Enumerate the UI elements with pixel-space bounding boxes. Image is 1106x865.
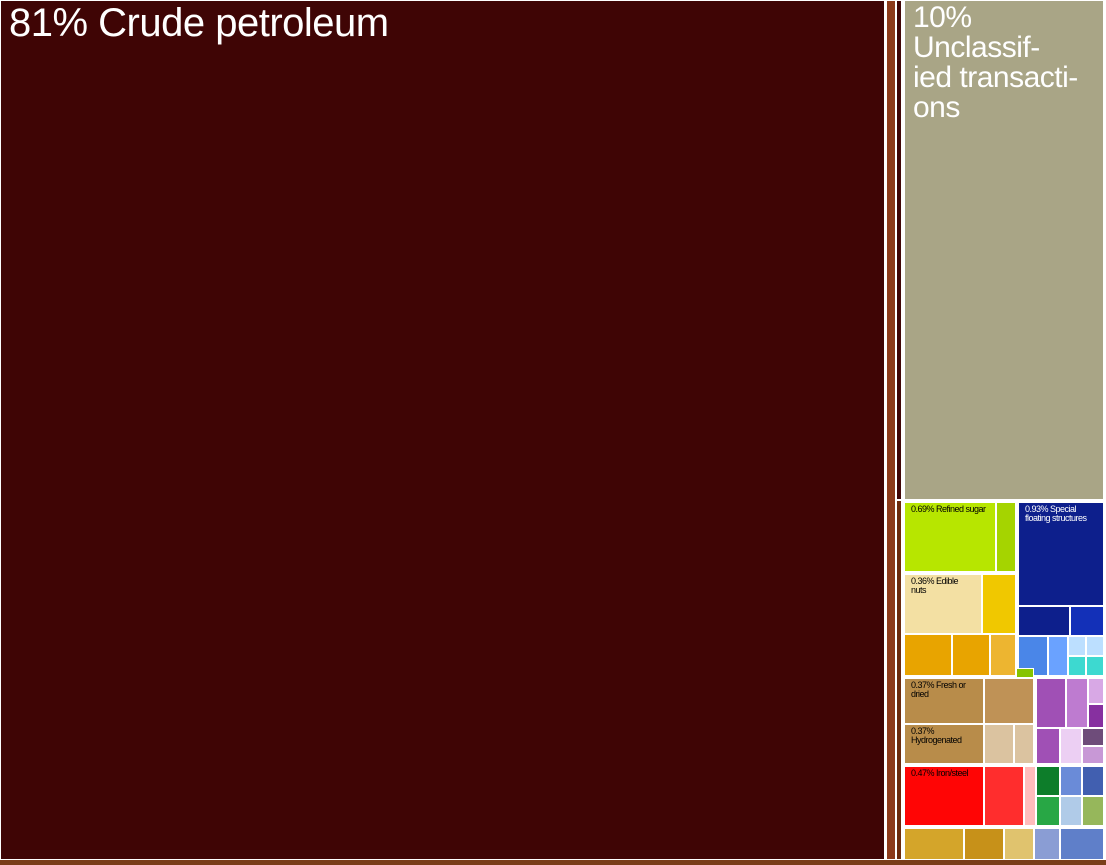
treemap-cell-purple-h <box>1082 746 1104 764</box>
treemap-cell-lime-x <box>1016 668 1034 678</box>
treemap-cell-unclassified: 10% Unclassif-ied transacti-ons <box>904 0 1104 500</box>
treemap-cell-iron-steel: 0.47% Iron/steel <box>904 766 984 826</box>
treemap-cell-purple-f <box>1060 728 1082 764</box>
treemap-cell-nuts-sub-a <box>982 574 1016 634</box>
treemap-cell-green-b <box>1036 796 1060 826</box>
treemap-cell-crude-petroleum: 81% Crude petroleum <box>0 0 885 860</box>
treemap-cell-strip-bottom-b <box>964 828 1004 860</box>
treemap-cell-purple-g <box>1082 728 1104 746</box>
treemap-cell-blue-e <box>1048 636 1068 676</box>
treemap-cell-nuts-sub-c <box>952 634 990 676</box>
treemap-cell-label: 0.47% Iron/steel <box>905 767 974 780</box>
treemap-cell-green-a <box>1036 766 1060 796</box>
treemap-cell-blue-c <box>1070 606 1104 636</box>
treemap-cell-strip-bottom-d <box>1034 828 1060 860</box>
treemap-cell-misc-a <box>1060 766 1082 796</box>
treemap-cell-special-floating: 0.93% Special floating structures <box>1018 502 1104 606</box>
treemap-cell-purple-b <box>1066 678 1088 728</box>
treemap-cell-refined-sugar: 0.69% Refined sugar <box>904 502 996 572</box>
treemap-cell-bottom-line <box>0 860 1106 865</box>
treemap-cell-label: 0.37% Fresh or dried <box>905 679 983 702</box>
treemap-cell-purple-c <box>1088 678 1104 704</box>
treemap-cell-hydrogenated: 0.37% Hydrogenated <box>904 724 984 764</box>
treemap-cell-crude-strip <box>886 0 896 860</box>
treemap-cell-label: 0.36% Edible nuts <box>905 575 981 598</box>
treemap-cell-label: 0.93% Special floating structures <box>1019 503 1103 526</box>
treemap-cell-strip-bottom-e <box>1060 828 1104 860</box>
treemap-cell-fresh-dried: 0.37% Fresh or dried <box>904 678 984 724</box>
treemap-cell-sugar-sub-a <box>996 502 1016 572</box>
treemap-cell-blue-h <box>1068 656 1086 676</box>
treemap-cell-purple-e <box>1036 728 1060 764</box>
treemap-cell-label: 0.37% Hydrogenated <box>905 725 983 748</box>
treemap-cell-blue-b <box>1018 606 1070 636</box>
treemap-cell-misc-b <box>1082 766 1104 796</box>
treemap-cell-red-b <box>1024 766 1036 826</box>
treemap-cell-misc-c <box>1060 796 1082 826</box>
treemap-cell-purple-a <box>1036 678 1066 728</box>
treemap-cell-blue-f <box>1068 636 1086 656</box>
treemap-chart: 81% Crude petroleum 10% Unclassif-ied tra… <box>0 0 1106 865</box>
treemap-cell-nuts-sub-b <box>904 634 952 676</box>
treemap-cell-crude-strip2 <box>896 0 902 500</box>
treemap-cell-red-a <box>984 766 1024 826</box>
treemap-cell-edible-nuts: 0.36% Edible nuts <box>904 574 982 634</box>
treemap-cell-blue-i <box>1086 656 1104 676</box>
treemap-cell-nuts-sub-d <box>990 634 1016 676</box>
treemap-cell-label: 10% Unclassif-ied transacti-ons <box>905 1 1103 125</box>
treemap-cell-strip-bottom-a <box>904 828 964 860</box>
treemap-cell-wood-a <box>984 678 1034 724</box>
treemap-cell-wood-b <box>984 724 1014 764</box>
treemap-cell-label: 81% Crude petroleum <box>1 1 397 45</box>
treemap-cell-misc-d <box>1082 796 1104 826</box>
treemap-cell-strip-bottom-c <box>1004 828 1034 860</box>
treemap-cell-crude-strip3 <box>896 500 902 860</box>
treemap-cell-label: 0.69% Refined sugar <box>905 503 992 516</box>
treemap-cell-blue-g <box>1086 636 1104 656</box>
treemap-cell-wood-c <box>1014 724 1034 764</box>
treemap-cell-purple-d <box>1088 704 1104 728</box>
